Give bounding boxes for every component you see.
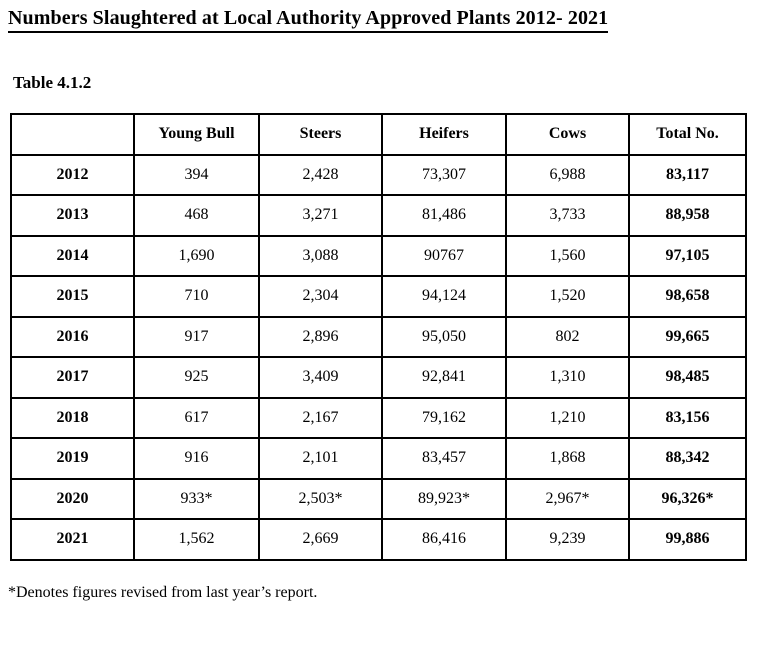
cell-young-bull: 916 <box>133 437 260 480</box>
cell-steers: 3,088 <box>258 234 383 277</box>
table-row: 2015 710 2,304 94,124 1,520 98,658 <box>10 275 747 318</box>
row-year: 2015 <box>10 275 135 318</box>
table-row: 2021 1,562 2,669 86,416 9,239 99,886 <box>10 518 747 561</box>
row-year: 2017 <box>10 356 135 399</box>
cell-cows: 2,967* <box>505 477 630 520</box>
row-year: 2012 <box>10 153 135 196</box>
table-row: 2012 394 2,428 73,307 6,988 83,117 <box>10 153 747 196</box>
cell-steers: 2,167 <box>258 396 383 439</box>
cell-total: 98,485 <box>628 356 747 399</box>
column-header-cows: Cows <box>505 113 630 156</box>
cell-steers: 2,428 <box>258 153 383 196</box>
document-page: { "page": { "title": "Numbers Slaughtere… <box>0 7 762 649</box>
cell-cows: 802 <box>505 315 630 358</box>
cell-steers: 2,503* <box>258 477 383 520</box>
table-row: 2020 933* 2,503* 89,923* 2,967* 96,326* <box>10 477 747 520</box>
cell-cows: 1,868 <box>505 437 630 480</box>
cell-steers: 2,896 <box>258 315 383 358</box>
column-header-steers: Steers <box>258 113 383 156</box>
table-row: 2016 917 2,896 95,050 802 99,665 <box>10 315 747 358</box>
cell-total: 98,658 <box>628 275 747 318</box>
cell-cows: 1,520 <box>505 275 630 318</box>
cell-heifers: 79,162 <box>381 396 507 439</box>
header-row: Young Bull Steers Heifers Cows Total No. <box>10 113 747 156</box>
cell-steers: 3,409 <box>258 356 383 399</box>
column-header-total: Total No. <box>628 113 747 156</box>
column-header-young-bull: Young Bull <box>133 113 260 156</box>
cell-young-bull: 468 <box>133 194 260 237</box>
cell-cows: 6,988 <box>505 153 630 196</box>
cell-heifers: 89,923* <box>381 477 507 520</box>
cell-steers: 2,304 <box>258 275 383 318</box>
table-row: 2018 617 2,167 79,162 1,210 83,156 <box>10 396 747 439</box>
footnote: *Denotes figures revised from last year’… <box>8 583 318 601</box>
cell-heifers: 86,416 <box>381 518 507 561</box>
cell-cows: 3,733 <box>505 194 630 237</box>
row-year: 2014 <box>10 234 135 277</box>
cell-total: 83,156 <box>628 396 747 439</box>
cell-heifers: 73,307 <box>381 153 507 196</box>
table-label: Table 4.1.2 <box>13 73 92 92</box>
cell-steers: 2,101 <box>258 437 383 480</box>
table-row: 2014 1,690 3,088 90767 1,560 97,105 <box>10 234 747 277</box>
cell-young-bull: 1,562 <box>133 518 260 561</box>
cell-young-bull: 394 <box>133 153 260 196</box>
cell-cows: 1,310 <box>505 356 630 399</box>
slaughter-numbers-table: Young Bull Steers Heifers Cows Total No.… <box>10 113 747 561</box>
row-year: 2020 <box>10 477 135 520</box>
cell-steers: 3,271 <box>258 194 383 237</box>
title-section: Numbers Slaughtered at Local Authority A… <box>8 7 762 33</box>
cell-heifers: 83,457 <box>381 437 507 480</box>
cell-steers: 2,669 <box>258 518 383 561</box>
cell-young-bull: 1,690 <box>133 234 260 277</box>
cell-total: 88,342 <box>628 437 747 480</box>
row-year: 2013 <box>10 194 135 237</box>
cell-heifers: 92,841 <box>381 356 507 399</box>
cell-young-bull: 917 <box>133 315 260 358</box>
row-year: 2019 <box>10 437 135 480</box>
cell-young-bull: 933* <box>133 477 260 520</box>
cell-total: 96,326* <box>628 477 747 520</box>
row-year: 2018 <box>10 396 135 439</box>
column-header-heifers: Heifers <box>381 113 507 156</box>
table-row: 2013 468 3,271 81,486 3,733 88,958 <box>10 194 747 237</box>
page-title: Numbers Slaughtered at Local Authority A… <box>8 7 609 33</box>
cell-heifers: 90767 <box>381 234 507 277</box>
cell-cows: 1,560 <box>505 234 630 277</box>
cell-total: 97,105 <box>628 234 747 277</box>
table-row: 2017 925 3,409 92,841 1,310 98,485 <box>10 356 747 399</box>
cell-heifers: 94,124 <box>381 275 507 318</box>
cell-total: 83,117 <box>628 153 747 196</box>
column-header-year <box>10 113 135 156</box>
row-year: 2016 <box>10 315 135 358</box>
cell-total: 88,958 <box>628 194 747 237</box>
cell-young-bull: 925 <box>133 356 260 399</box>
cell-cows: 9,239 <box>505 518 630 561</box>
cell-young-bull: 710 <box>133 275 260 318</box>
cell-heifers: 95,050 <box>381 315 507 358</box>
cell-young-bull: 617 <box>133 396 260 439</box>
table-row: 2019 916 2,101 83,457 1,868 88,342 <box>10 437 747 480</box>
row-year: 2021 <box>10 518 135 561</box>
cell-heifers: 81,486 <box>381 194 507 237</box>
cell-total: 99,665 <box>628 315 747 358</box>
cell-total: 99,886 <box>628 518 747 561</box>
cell-cows: 1,210 <box>505 396 630 439</box>
